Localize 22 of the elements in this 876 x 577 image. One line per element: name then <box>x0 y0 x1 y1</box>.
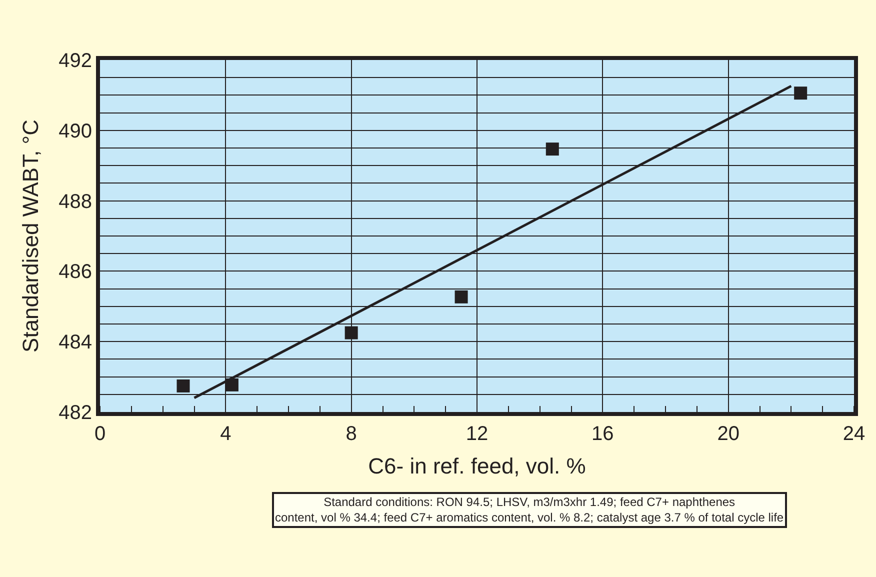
y-tick-label: 484 <box>58 332 92 354</box>
point <box>225 378 238 392</box>
y-tick-label: 490 <box>58 120 92 142</box>
x-axis-title: C6- in ref. feed, vol. % <box>368 453 586 478</box>
y-tick-label: 488 <box>58 190 92 213</box>
point <box>176 379 190 392</box>
point <box>546 142 559 156</box>
point <box>344 326 358 340</box>
x-tick-label: 16 <box>592 423 614 445</box>
x-tick-label: 4 <box>220 423 232 445</box>
y-axis-title: Standardised WABT, °C <box>18 119 43 352</box>
y-tick-label: 486 <box>58 261 92 284</box>
point <box>794 86 808 100</box>
x-tick-label: 8 <box>346 423 357 445</box>
text: Standard conditions: RON 94.5; LHSV, m3/m3xhr 1.49; feed C7+ naphthenes content, vol % 34.4; feed C7+ aromatics content, vol. % 8.2; catalyst age 3.7 % of total cycle life <box>275 495 784 525</box>
x-tick-label: 20 <box>717 423 740 445</box>
x-tick-label: 12 <box>466 423 488 445</box>
y-tick-label: 482 <box>58 402 92 424</box>
x-tick-label: 0 <box>94 423 106 445</box>
y-tick-label: 492 <box>58 50 92 72</box>
point <box>454 290 468 304</box>
x-tick-label: 24 <box>842 423 866 445</box>
